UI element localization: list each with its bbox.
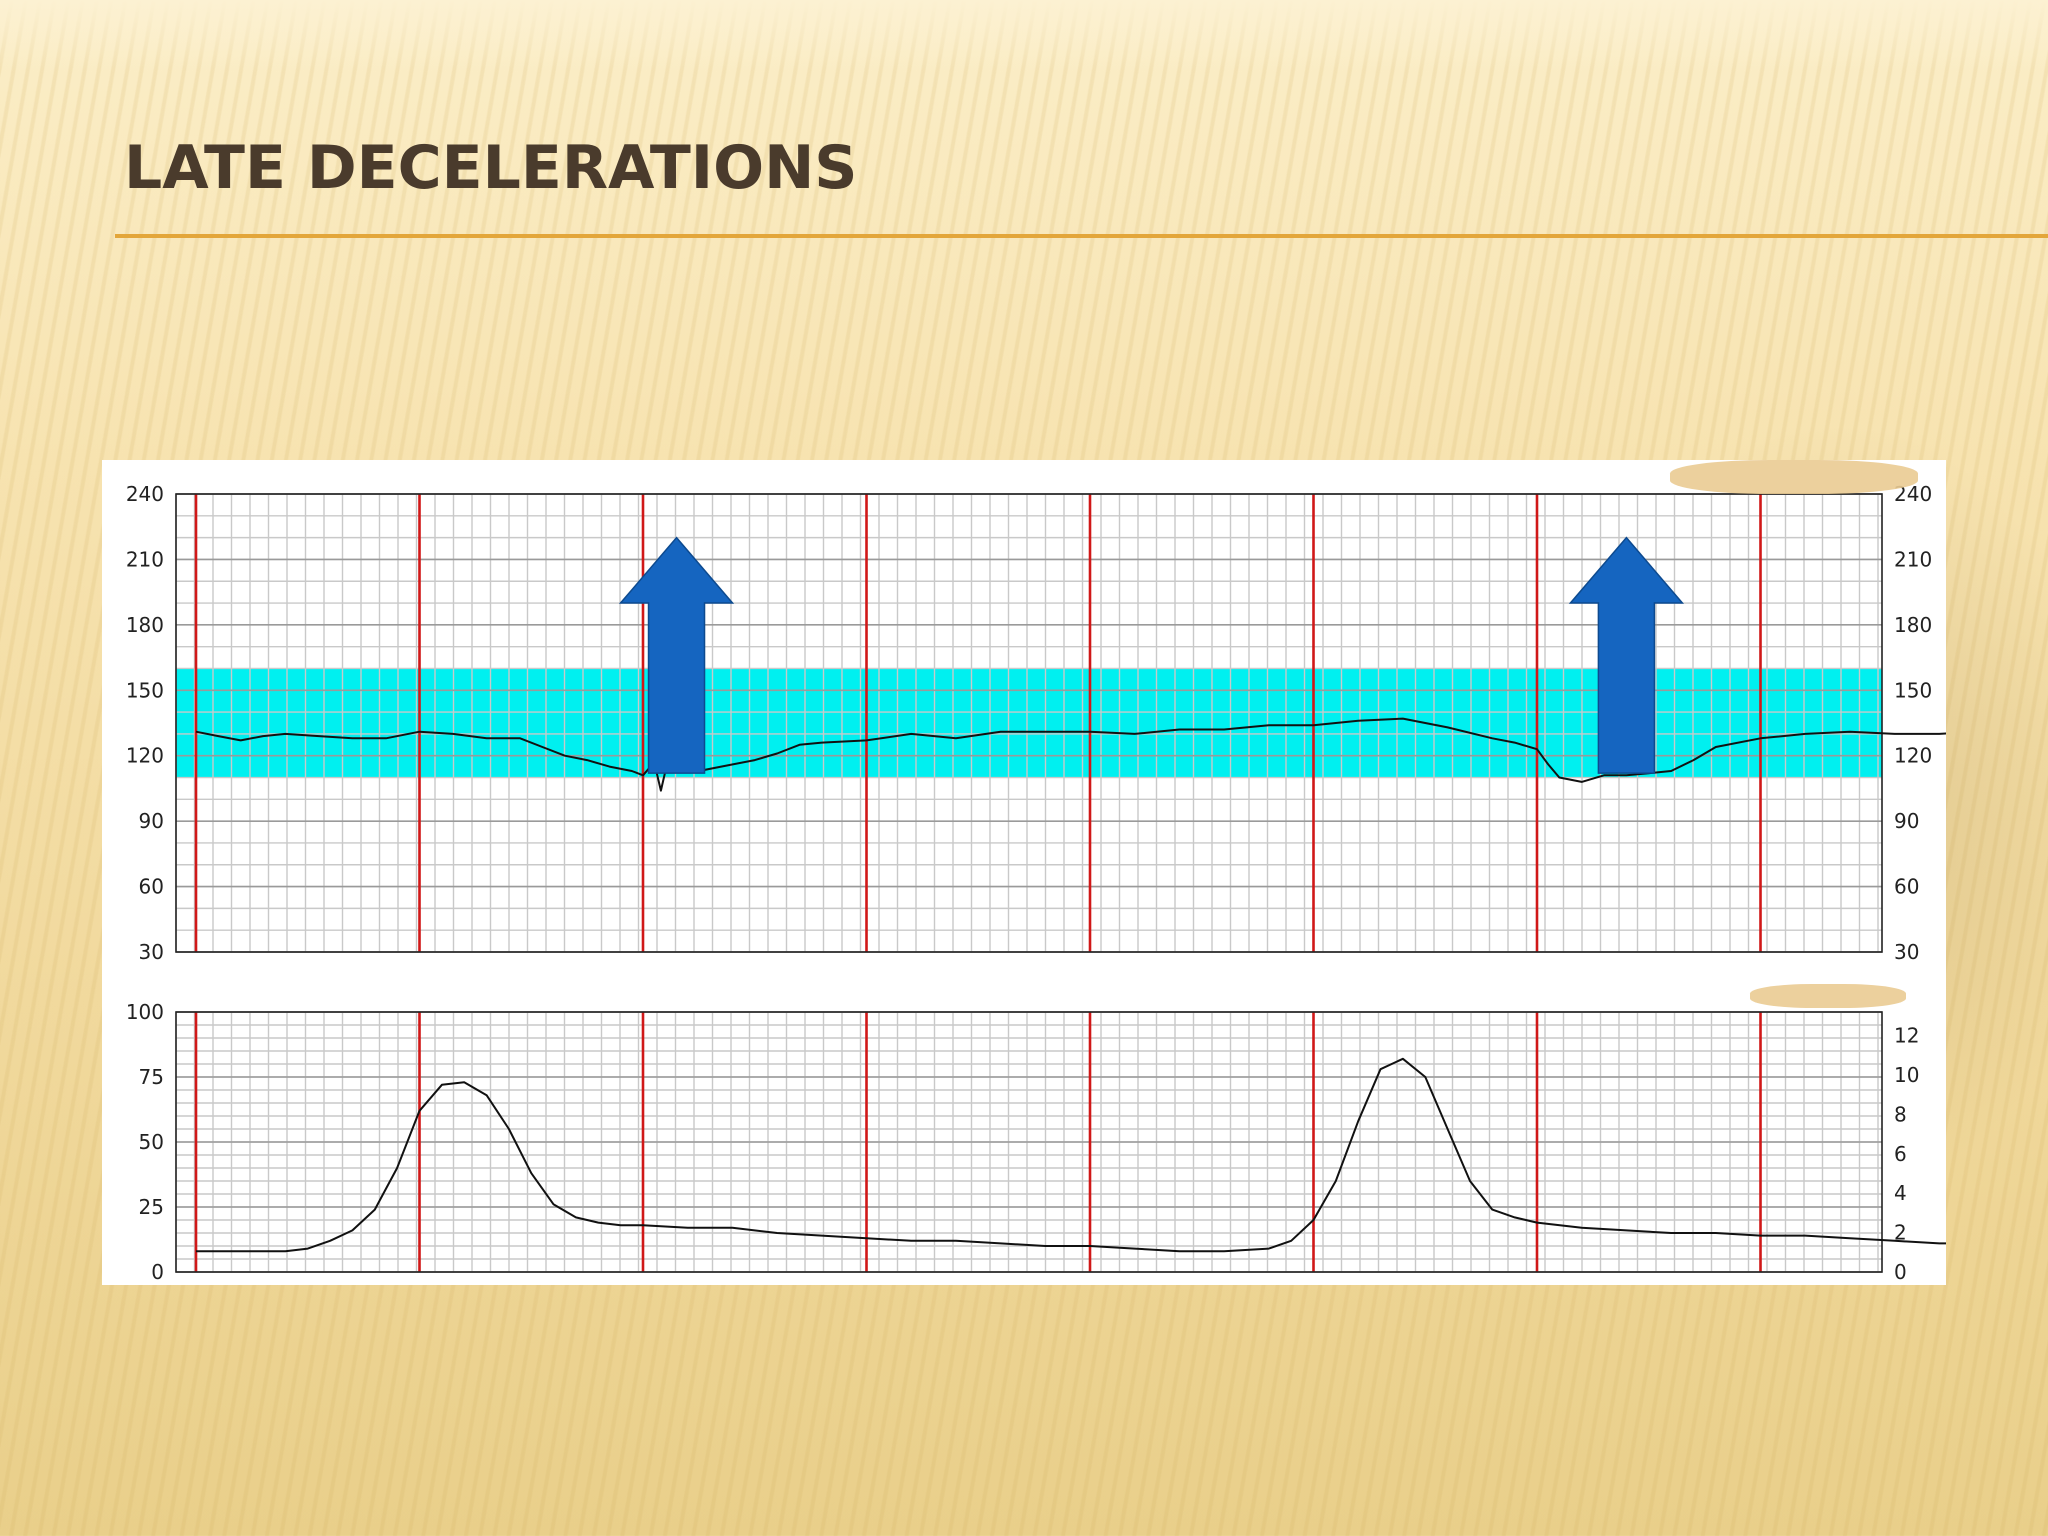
plot-frame-1	[175, 1011, 1883, 1273]
ctg-chart-panel: 240 210 180 150 120 90 60 30 240 210 180 150 120 90 60…	[102, 460, 1946, 1285]
y-tick-left: 90	[139, 809, 164, 833]
y-tick-left: 180	[126, 613, 164, 637]
y-tick-left: 75	[139, 1065, 164, 1089]
y-tick-left: 60	[139, 875, 164, 899]
y-tick-left: 210	[126, 547, 164, 571]
title-underline	[115, 234, 2048, 238]
y-tick-right: 2	[1894, 1221, 1907, 1245]
y-tick-left: 25	[139, 1195, 164, 1219]
slide-title: LATE DECELERATIONS	[124, 133, 858, 203]
heart-rate-trace	[195, 717, 1946, 792]
y-tick-left: 120	[126, 744, 164, 768]
late-deceleration-arrow	[618, 536, 735, 774]
redaction-smudge-top	[1670, 460, 1918, 494]
y-tick-left: 0	[151, 1260, 164, 1284]
y-tick-right: 210	[1894, 547, 1932, 571]
y-tick-right: 120	[1894, 744, 1932, 768]
y-tick-right: 6	[1894, 1142, 1907, 1166]
y-tick-right: 30	[1894, 940, 1919, 964]
y-tick-right: 180	[1894, 613, 1932, 637]
contraction-trace	[196, 1057, 1946, 1253]
y-tick-right: 150	[1894, 678, 1932, 702]
y-tick-right: 10	[1894, 1063, 1919, 1087]
ctg-chart: 2402101801501209060302402101801501209060…	[126, 482, 1946, 1284]
y-tick-left: 50	[139, 1130, 164, 1154]
late-deceleration-arrow	[1568, 536, 1685, 774]
y-tick-left: 100	[126, 1000, 164, 1024]
redaction-smudge-bottom	[1750, 984, 1906, 1008]
y-tick-left: 30	[139, 940, 164, 964]
y-tick-left: 240	[126, 482, 164, 506]
y-tick-right: 90	[1894, 809, 1919, 833]
y-tick-right: 12	[1894, 1024, 1919, 1048]
y-tick-right: 0	[1894, 1260, 1907, 1284]
y-tick-left: 150	[126, 678, 164, 702]
plot-frame-0	[175, 493, 1883, 953]
y-tick-right: 8	[1894, 1102, 1907, 1126]
title-backdrop	[0, 0, 2048, 70]
y-tick-right: 4	[1894, 1181, 1907, 1205]
y-tick-right: 60	[1894, 875, 1919, 899]
